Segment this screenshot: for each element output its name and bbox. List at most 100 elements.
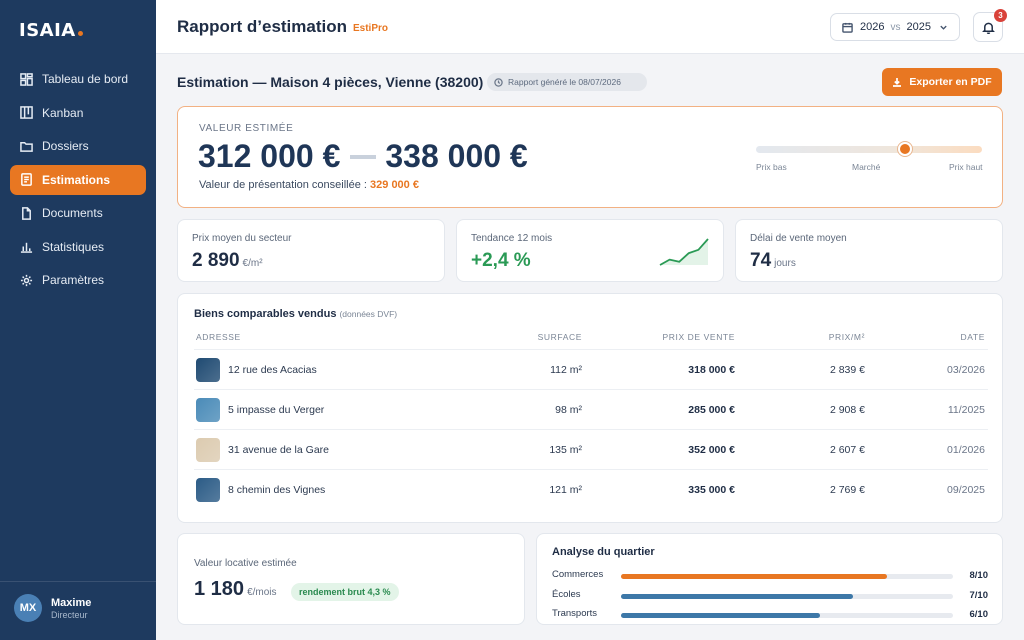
cell-surface: 135 m² [549, 444, 582, 456]
property-thumbnail [196, 358, 220, 382]
cell-surface: 98 m² [555, 404, 582, 416]
kpi-value: 74 jours [750, 250, 796, 272]
col-header-date[interactable]: DATE [960, 332, 985, 342]
app-logo[interactable]: ISAIA [19, 20, 83, 41]
year-compare-select[interactable]: 2026 vs 2025 [830, 13, 960, 41]
rental-value-label: Valeur locative estimée [194, 558, 297, 569]
district-row: Transports 6/10 [552, 608, 989, 622]
sidebar-item-folders[interactable]: Dossiers [10, 131, 146, 161]
district-score: 7/10 [969, 589, 989, 601]
sidebar-divider [0, 581, 156, 582]
notification-count-badge: 3 [994, 9, 1007, 22]
property-thumbnail [196, 438, 220, 462]
comparables-source: (données DVF) [339, 309, 398, 319]
sidebar-item-statistics[interactable]: Statistiques [10, 232, 146, 262]
sparkline-area [660, 239, 708, 265]
rental-value-number: 1 180 [194, 578, 245, 600]
col-header-price-per-m2[interactable]: PRIX/M² [828, 332, 865, 342]
trend-sparkline [659, 238, 709, 266]
kpi-number: 74 [750, 250, 772, 271]
kpi-unit: €/m² [242, 258, 263, 269]
cell-price: 335 000 € [688, 484, 735, 496]
report-title: Estimation — Maison 4 pièces, Vienne (38… [177, 74, 484, 90]
district-score: 6/10 [969, 609, 989, 620]
estimate-label: VALEUR ESTIMÉE [199, 123, 294, 134]
avatar: MX [14, 594, 42, 622]
sparkline-line [659, 238, 709, 266]
year-b: 2025 [906, 21, 931, 33]
bar-chart-icon [20, 240, 33, 253]
comparables-title-text: Biens comparables vendus [194, 308, 337, 320]
export-pdf-button[interactable]: Exporter en PDF [882, 68, 1002, 96]
sidebar-item-documents[interactable]: Documents [10, 198, 146, 228]
kpi-label: Tendance 12 mois [471, 233, 553, 244]
topbar: Rapport d’estimation EstiPro 2026 vs 202… [156, 0, 1024, 54]
logo-dot [77, 31, 83, 36]
table-row[interactable]: 5 impasse du Verger 98 m² 285 000 € 2 908 €… [194, 389, 988, 429]
district-row: Commerces 8/10 [552, 569, 989, 583]
sidebar-item-kanban[interactable]: Kanban [10, 98, 146, 128]
user-role: Directeur [51, 609, 88, 620]
district-score: 8/10 [969, 570, 989, 581]
comparables-title: Biens comparables vendus (données DVF) [194, 308, 397, 320]
export-pdf-label: Exporter en PDF [909, 76, 992, 88]
cell-surface: 112 m² [550, 364, 582, 376]
kpi-value: 2 890 €/m² [192, 250, 263, 272]
col-header-address[interactable]: ADRESSE [196, 332, 241, 342]
property-thumbnail [196, 398, 220, 422]
sidebar-item-settings[interactable]: Paramètres [10, 265, 146, 295]
calendar-icon [842, 22, 853, 33]
cell-address: 12 rue des Acacias [228, 364, 317, 376]
sidebar-nav: Tableau de bord Kanban Dossiers Estimati… [10, 64, 146, 299]
cell-price: 285 000 € [688, 404, 735, 416]
kpi-label: Prix moyen du secteur [192, 233, 292, 244]
sidebar-item-dashboard[interactable]: Tableau de bord [10, 64, 146, 94]
cell-address: 31 avenue de la Gare [228, 444, 329, 456]
district-criterion-label: Écoles [552, 588, 581, 600]
sidebar-item-label: Statistiques [42, 239, 105, 254]
user-profile[interactable]: MX Maxime Directeur [14, 594, 91, 622]
table-row[interactable]: 31 avenue de la Gare 135 m² 352 000 € 2 607… [194, 429, 988, 469]
gear-icon [20, 274, 33, 287]
kpi-label: Délai de vente moyen [750, 233, 847, 244]
generated-date-pill: Rapport généré le 08/07/2026 [487, 73, 647, 91]
district-criterion-label: Transports [552, 608, 598, 619]
kpi-value: +2,4 % [471, 250, 531, 271]
sidebar: ISAIA Tableau de bord Kanban Dossiers Es… [0, 0, 156, 640]
district-score-bar [621, 574, 887, 579]
cell-address: 5 impasse du Verger [228, 404, 325, 416]
cell-price: 318 000 € [688, 364, 735, 376]
estimate-card: VALEUR ESTIMÉE 312 000 € 338 000 € Valeur… [177, 106, 1003, 208]
district-score-track [621, 593, 953, 599]
district-score-track [621, 574, 953, 579]
sidebar-item-estimations[interactable]: Estimations [10, 164, 146, 195]
document-icon [20, 206, 33, 220]
estimation-icon [20, 173, 33, 186]
district-score-bar [621, 613, 821, 618]
cell-price-per-m2: 2 839 € [829, 364, 865, 376]
district-analysis-card: Analyse du quartier Commerces 8/10 Écoles 7… [536, 533, 1003, 625]
generated-date-text: Rapport généré le 08/07/2026 [508, 76, 621, 87]
sidebar-item-label: Paramètres [42, 273, 105, 287]
estimate-low: 312 000 € [198, 138, 341, 174]
cell-price-per-m2: 2 769 € [829, 484, 865, 496]
year-a: 2026 [860, 21, 885, 33]
brand-tag: EstiPro [353, 23, 389, 34]
kpi-sector-price: Prix moyen du secteur 2 890 €/m² [177, 219, 445, 282]
estimate-high: 338 000 € [385, 138, 528, 174]
advised-value: Valeur de présentation conseillée : 329 … [199, 179, 419, 191]
district-score-bar [621, 593, 854, 599]
sidebar-item-label: Dossiers [42, 139, 89, 153]
notifications-button[interactable]: 3 [973, 9, 1007, 42]
kpi-sale-delay: Délai de vente moyen 74 jours [735, 219, 1003, 282]
sidebar-item-label: Documents [42, 206, 103, 220]
cell-date: 09/2025 [947, 484, 985, 496]
sidebar-item-label: Tableau de bord [42, 72, 129, 86]
table-row[interactable]: 12 rue des Acacias 112 m² 318 000 € 2 839 €… [194, 349, 988, 389]
estimate-range: 312 000 € 338 000 € [198, 138, 528, 175]
table-row[interactable]: 8 chemin des Vignes 121 m² 335 000 € 2 769 … [194, 469, 988, 509]
cell-date: 11/2025 [947, 404, 985, 416]
col-header-price[interactable]: PRIX DE VENTE [662, 332, 735, 342]
col-header-surface[interactable]: SURFACE [537, 332, 582, 342]
cell-price-per-m2: 2 908 € [829, 404, 865, 416]
